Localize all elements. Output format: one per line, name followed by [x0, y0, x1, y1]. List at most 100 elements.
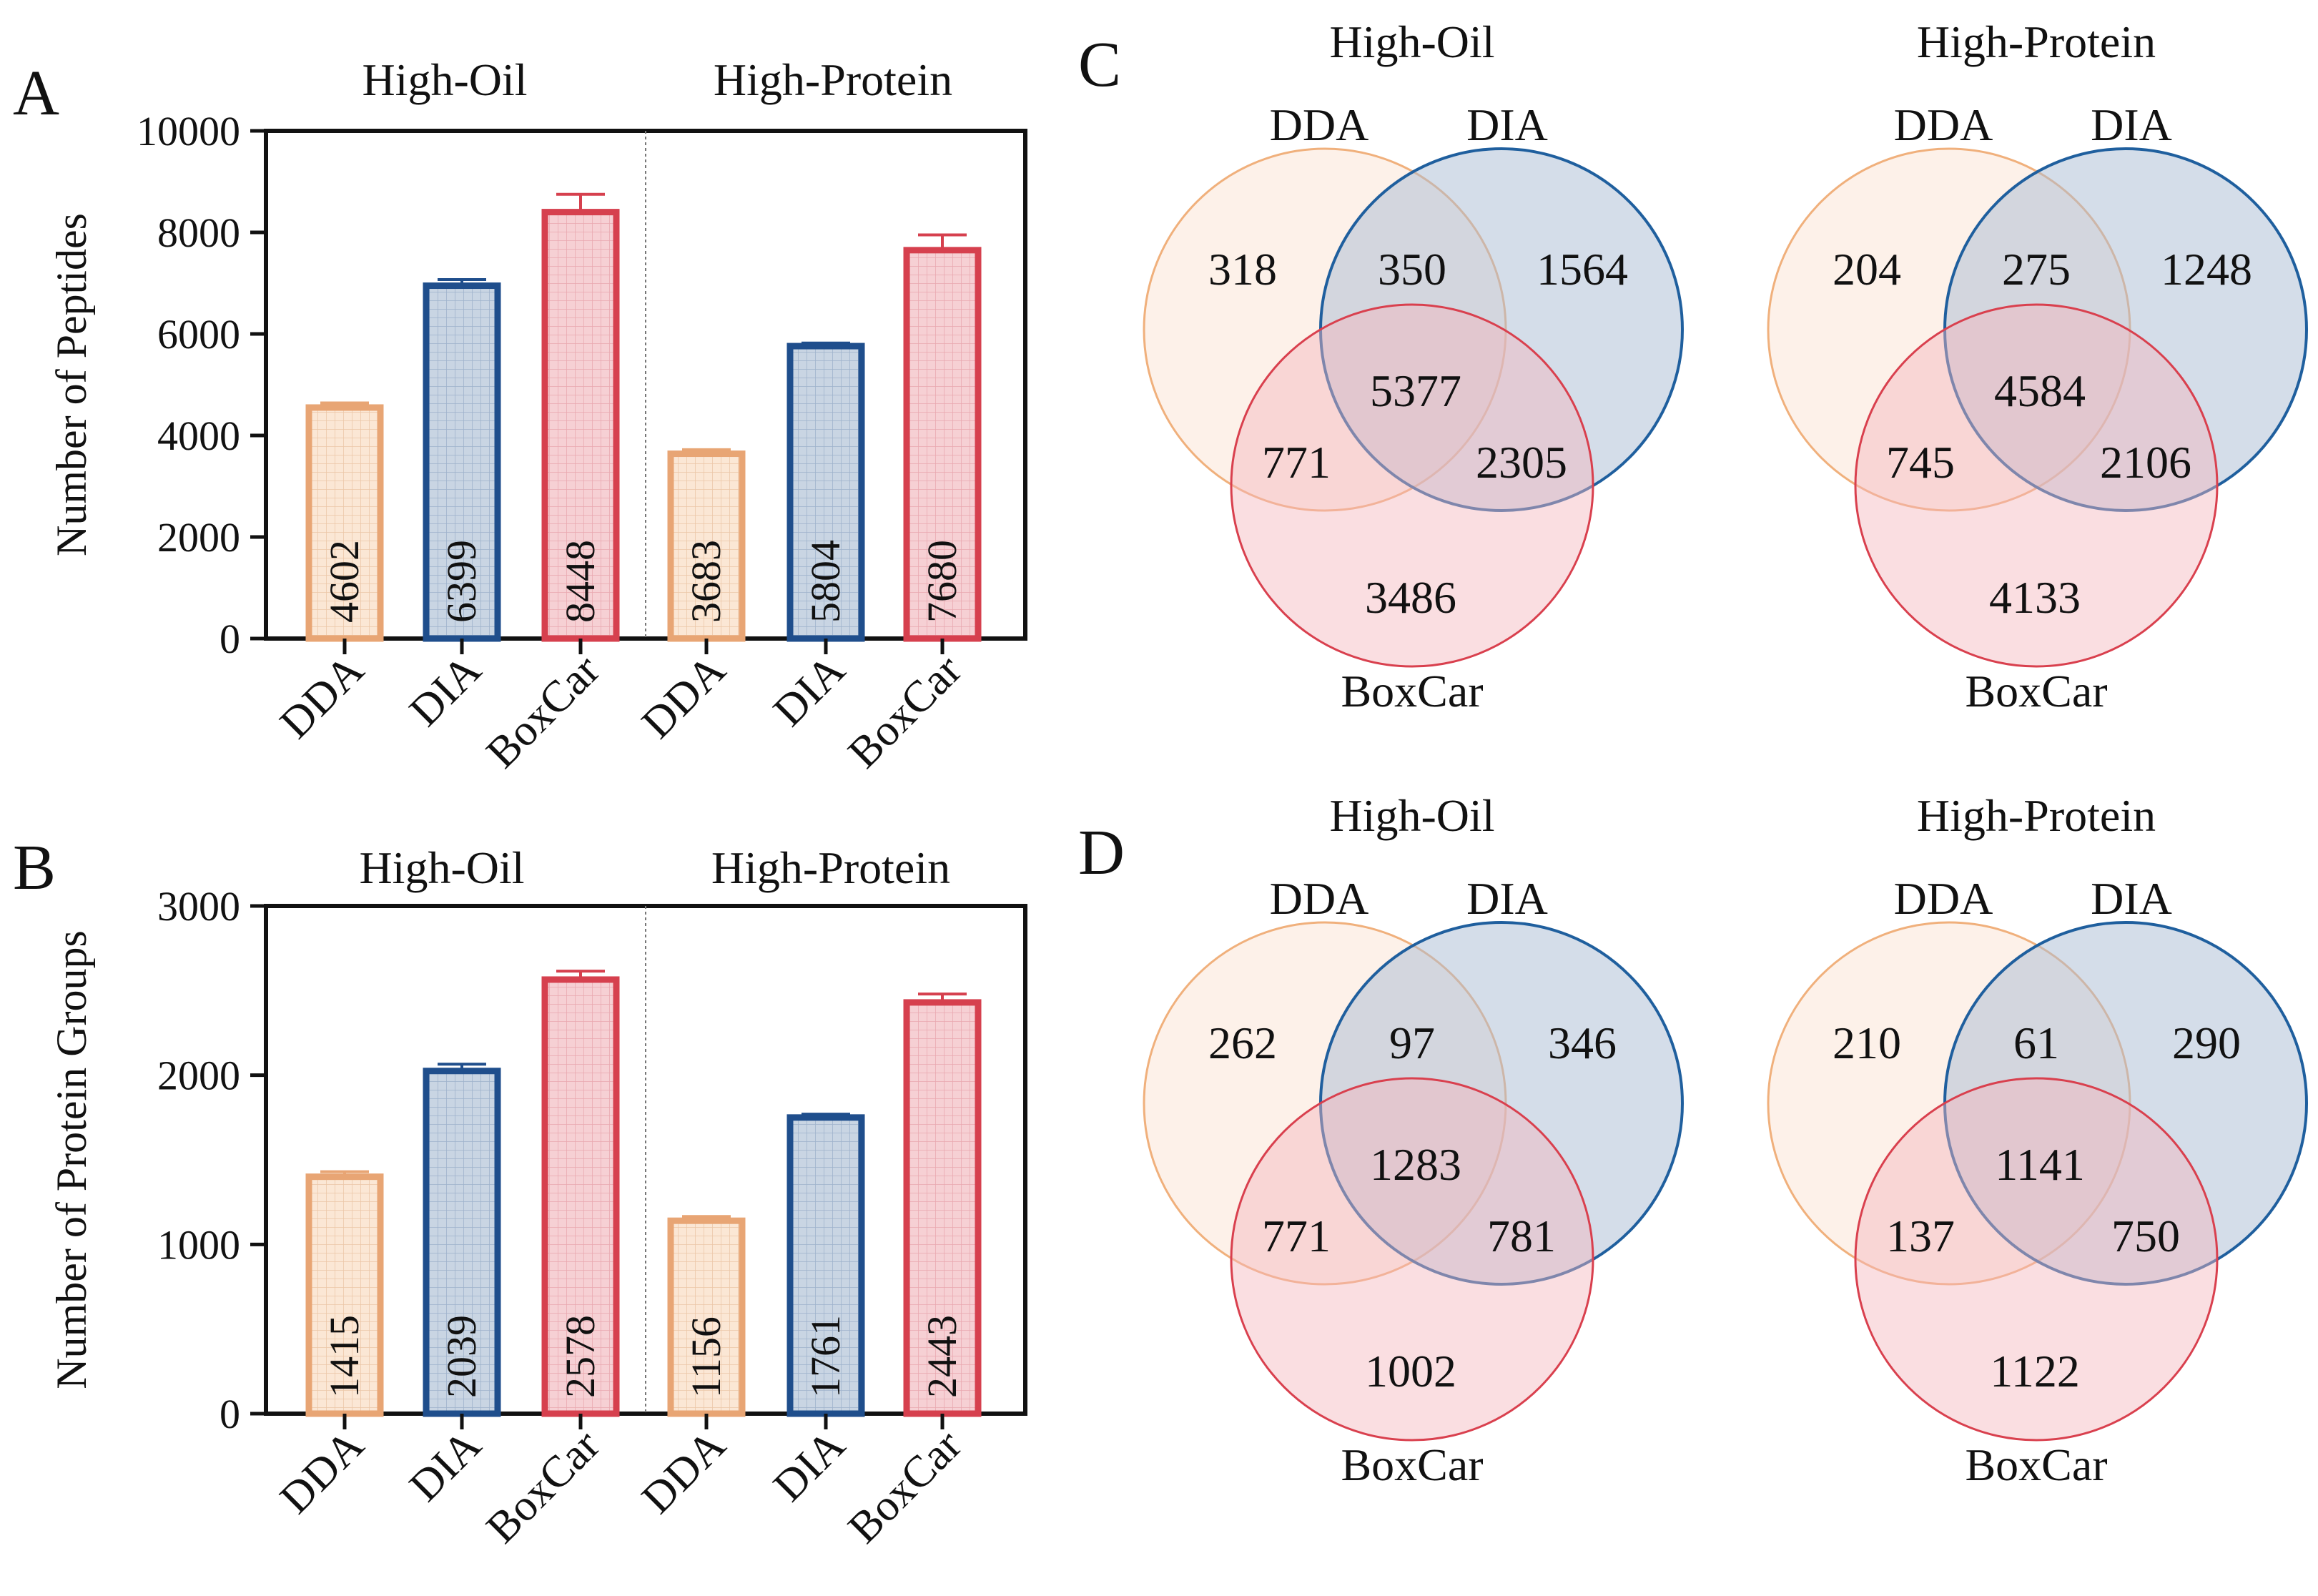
x-tick-label-boxcar: BoxCar	[477, 1421, 609, 1553]
bar-value-label: 2443	[919, 1315, 965, 1398]
venn-d-high-oil: High-Oil DDA DIA BoxCar 262 97 346 1283 771 781 10…	[1143, 790, 1684, 1490]
venn-set-label-dda: DDA	[1270, 873, 1369, 924]
venn-count-boxcar-only: 4133	[1989, 572, 2081, 623]
venn-circle-boxcar	[1230, 1077, 1594, 1442]
venn-set-label-dia: DIA	[2091, 873, 2172, 924]
venn-set-label-dia: DIA	[2091, 99, 2172, 150]
venn-count-dda-dia: 61	[2013, 1018, 2059, 1068]
venn-title: High-Oil	[1329, 790, 1494, 841]
y-axis-title: Number of Peptides	[48, 213, 95, 556]
venn-count-all: 1141	[1995, 1139, 2085, 1190]
bar-dda	[305, 1173, 384, 1417]
bar-value-label: 1761	[802, 1315, 849, 1398]
peptides-bar-chart: High-Oil High-Protein Number of Peptides…	[48, 54, 1027, 778]
bar-boxcar	[903, 999, 982, 1417]
bar-dia	[423, 1068, 501, 1417]
x-tick-label-boxcar: BoxCar	[839, 1421, 971, 1553]
x-tick-label-dda: DDA	[271, 646, 373, 748]
venn-title: High-Oil	[1329, 16, 1494, 67]
x-tick-label-dda: DDA	[633, 1421, 735, 1523]
venn-count-dda-dia: 350	[1378, 244, 1446, 295]
group-label-high-protein: High-Protein	[711, 842, 950, 893]
bar-dia	[786, 343, 865, 642]
protein-groups-bar-chart: High-Oil High-Protein Number of Protein …	[48, 842, 1027, 1553]
venn-count-dda-boxcar: 771	[1262, 437, 1331, 488]
x-tick-label-dda: DDA	[633, 646, 735, 748]
bar-value-label: 4602	[321, 540, 368, 623]
venn-set-label-boxcar: BoxCar	[1965, 1439, 2107, 1490]
venn-circle-boxcar	[1854, 303, 2219, 668]
venn-count-dia-only: 346	[1548, 1018, 1617, 1068]
bar-value-label: 3683	[683, 540, 729, 623]
bar-dia	[786, 1114, 865, 1417]
venn-count-dia-boxcar: 750	[2111, 1211, 2180, 1261]
venn-count-dda-boxcar: 745	[1886, 437, 1955, 488]
venn-count-all: 5377	[1370, 365, 1461, 416]
venn-set-label-boxcar: BoxCar	[1341, 666, 1483, 716]
venn-c-high-protein: High-Protein DDA DIA BoxCar 204 275 1248 4584 74…	[1767, 16, 2308, 716]
y-tick-label: 8000	[157, 210, 240, 256]
x-tick-label-boxcar: BoxCar	[839, 646, 971, 778]
y-axis-title: Number of Protein Groups	[48, 930, 95, 1389]
venn-count-all: 1283	[1370, 1139, 1461, 1190]
bar-dda	[667, 450, 746, 642]
panel-letter-b: B	[13, 832, 56, 903]
y-tick-label: 0	[220, 1391, 240, 1437]
bar-value-label: 1415	[321, 1315, 368, 1398]
venn-c-high-oil: High-Oil DDA DIA BoxCar 318 350 1564 5377 771 230…	[1143, 16, 1684, 716]
bar-boxcar	[541, 976, 620, 1417]
panel-letter-a: A	[13, 58, 59, 129]
x-tick-label-dda: DDA	[271, 1421, 373, 1523]
venn-count-dda-dia: 275	[2002, 244, 2071, 295]
venn-count-dia-boxcar: 2106	[2100, 437, 2191, 488]
bar-boxcar	[541, 209, 620, 642]
venn-set-label-dia: DIA	[1466, 99, 1548, 150]
venn-count-dda-dia: 97	[1389, 1018, 1435, 1068]
venn-count-dia-only: 1564	[1537, 244, 1628, 295]
venn-title: High-Protein	[1917, 16, 2156, 67]
x-tick-label-dia: DIA	[764, 646, 854, 736]
venn-set-label-dia: DIA	[1466, 873, 1548, 924]
y-tick-label: 10000	[137, 108, 240, 154]
venn-set-label-boxcar: BoxCar	[1341, 1439, 1483, 1490]
x-tick-label-dia: DIA	[764, 1421, 854, 1511]
bar-dda	[667, 1217, 746, 1417]
venn-count-dia-only: 290	[2172, 1018, 2241, 1068]
venn-count-boxcar-only: 1002	[1365, 1346, 1456, 1396]
venn-count-dda-boxcar: 137	[1886, 1211, 1955, 1261]
y-tick-label: 4000	[157, 413, 240, 459]
group-label-high-oil: High-Oil	[359, 842, 524, 893]
x-tick-label-boxcar: BoxCar	[477, 646, 609, 778]
bar-value-label: 7680	[919, 540, 965, 623]
venn-set-label-dda: DDA	[1894, 873, 1993, 924]
x-tick-label-dia: DIA	[400, 646, 490, 736]
y-tick-label: 6000	[157, 311, 240, 358]
y-tick-label: 1000	[157, 1221, 240, 1268]
group-label-high-protein: High-Protein	[714, 54, 952, 105]
venn-circle-boxcar	[1854, 1077, 2219, 1442]
panel-letter-c: C	[1078, 29, 1121, 100]
y-tick-label: 0	[220, 616, 240, 662]
venn-d-high-protein: High-Protein DDA DIA BoxCar 210 61 290 1141 137 7…	[1767, 790, 2308, 1490]
venn-count-boxcar-only: 1122	[1990, 1346, 2080, 1396]
bar-value-label: 5804	[802, 540, 849, 623]
panel-letter-d: D	[1078, 817, 1125, 888]
venn-count-boxcar-only: 3486	[1365, 572, 1456, 623]
venn-count-dda-only: 204	[1833, 244, 1901, 295]
bar-value-label: 6399	[438, 540, 485, 623]
y-tick-label: 2000	[157, 1053, 240, 1099]
venn-count-dda-boxcar: 771	[1262, 1211, 1331, 1261]
y-tick-label: 2000	[157, 514, 240, 561]
venn-circle-boxcar	[1230, 303, 1594, 668]
bar-value-label: 8448	[557, 540, 603, 623]
bar-value-label: 2039	[438, 1315, 485, 1398]
venn-count-dda-only: 210	[1833, 1018, 1901, 1068]
venn-set-label-dda: DDA	[1894, 99, 1993, 150]
venn-count-dia-boxcar: 2305	[1476, 437, 1567, 488]
venn-count-dia-boxcar: 781	[1487, 1211, 1556, 1261]
bar-value-label: 1156	[683, 1316, 729, 1398]
venn-title: High-Protein	[1917, 790, 2156, 841]
venn-set-label-dda: DDA	[1270, 99, 1369, 150]
venn-count-dda-only: 318	[1208, 244, 1277, 295]
